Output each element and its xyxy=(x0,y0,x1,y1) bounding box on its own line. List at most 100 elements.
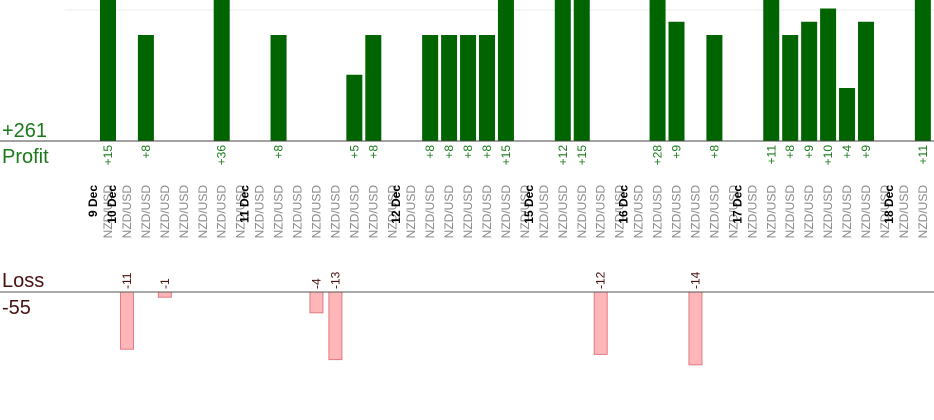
profit-value-label: +4 xyxy=(840,145,854,159)
profit-bar xyxy=(914,0,931,141)
profit-value-label: +8 xyxy=(480,145,494,159)
profit-value-label: +12 xyxy=(556,145,570,166)
profit-value-label: +9 xyxy=(859,145,873,159)
date-label: 17 Dec xyxy=(730,185,744,224)
profit-bar xyxy=(270,35,287,141)
symbol-label: NZD/USD xyxy=(385,185,399,239)
symbol-label: NZD/USD xyxy=(764,185,778,239)
profit-value-label: +11 xyxy=(764,145,778,165)
profit-total: +261 xyxy=(2,120,47,142)
profit-value-label: +15 xyxy=(101,145,115,166)
profit-value-label: +9 xyxy=(802,145,816,159)
profit-bar xyxy=(422,35,439,141)
profit-bars xyxy=(100,0,931,141)
symbol-label: NZD/USD xyxy=(821,185,835,239)
symbol-label: NZD/USD xyxy=(309,185,323,239)
symbol-label: NZD/USD xyxy=(802,185,816,239)
loss-bar xyxy=(157,291,172,298)
profit-value-label: +8 xyxy=(272,145,286,159)
loss-value-label: -4 xyxy=(309,278,323,289)
loss-bar xyxy=(119,291,134,350)
profit-value-label: +8 xyxy=(783,145,797,159)
symbol-label: NZD/USD xyxy=(366,185,380,239)
symbol-label: NZD/USD xyxy=(707,185,721,239)
symbol-label: NZD/USD xyxy=(745,185,759,239)
profit-bar xyxy=(554,0,571,141)
profit-value-label: +28 xyxy=(651,145,665,166)
date-label: 9 Dec xyxy=(86,185,100,217)
profit-bar xyxy=(497,0,514,141)
symbol-label: NZD/USD xyxy=(613,185,627,239)
date-label: 10 Dec xyxy=(105,185,119,224)
symbol-label: NZD/USD xyxy=(518,185,532,239)
profit-bar xyxy=(801,21,818,141)
symbol-label: NZD/USD xyxy=(101,185,115,239)
symbol-label: NZD/USD xyxy=(253,185,267,239)
symbol-label: NZD/USD xyxy=(878,185,892,239)
loss-value-label: -1 xyxy=(158,278,172,289)
profit-bar xyxy=(213,0,230,141)
symbol-label: NZD/USD xyxy=(215,185,229,239)
profit-value-label: +36 xyxy=(215,145,229,166)
profit-bar xyxy=(346,74,363,141)
loss-bar xyxy=(309,291,324,314)
symbol-label: NZD/USD xyxy=(177,185,191,239)
symbol-label: NZD/USD xyxy=(423,185,437,239)
symbol-label: NZD/USD xyxy=(556,185,570,239)
profit-value-label: +8 xyxy=(461,145,475,159)
profit-value-label: +5 xyxy=(347,145,361,159)
symbol-label: NZD/USD xyxy=(404,185,418,239)
symbol-label: NZD/USD xyxy=(632,185,646,239)
symbol-label: NZD/USD xyxy=(480,185,494,239)
symbol-label: NZD/USD xyxy=(726,185,740,239)
symbol-label: NZD/USD xyxy=(139,185,153,239)
symbol-label: NZD/USD xyxy=(499,185,513,239)
loss-bar xyxy=(328,291,343,361)
symbol-label: NZD/USD xyxy=(328,185,342,239)
date-label: 15 Dec xyxy=(522,185,536,224)
profit-bar xyxy=(365,35,382,141)
symbol-label: NZD/USD xyxy=(575,185,589,239)
symbol-label: NZD/USD xyxy=(594,185,608,239)
profit-bar xyxy=(858,21,874,141)
profit-bar xyxy=(706,35,723,141)
symbol-label: NZD/USD xyxy=(840,185,854,239)
profit-value-label: +8 xyxy=(366,145,380,159)
loss-value-label: -14 xyxy=(688,271,702,289)
profit-bar xyxy=(782,35,799,141)
symbol-label: NZD/USD xyxy=(291,185,305,239)
symbol-label: NZD/USD xyxy=(783,185,797,239)
profit-bar xyxy=(137,35,154,141)
symbol-label: NZD/USD xyxy=(537,185,551,239)
profit-bar xyxy=(820,8,837,141)
profit-value-label: +11 xyxy=(916,145,930,165)
profit-bar xyxy=(839,88,856,141)
symbol-label: NZD/USD xyxy=(272,185,286,239)
profit-value-label: +8 xyxy=(423,145,437,159)
symbol-label: NZD/USD xyxy=(234,185,248,239)
symbol-label: NZD/USD xyxy=(670,185,684,239)
loss-value-label: -11 xyxy=(120,272,134,289)
symbol-label: NZD/USD xyxy=(442,185,456,239)
loss-value-label: -13 xyxy=(328,271,342,289)
profit-bar xyxy=(649,0,666,141)
symbol-label: NZD/USD xyxy=(196,185,210,239)
profit-bar xyxy=(763,0,780,141)
loss-label: Loss xyxy=(2,270,44,292)
profit-value-label: +15 xyxy=(499,145,513,166)
profit-bar xyxy=(479,35,495,141)
loss-value-labels: -11 -1 -4 -13 -12 -14 xyxy=(120,271,703,289)
profit-value-label: +8 xyxy=(442,145,456,159)
symbol-label: NZD/USD xyxy=(897,185,911,239)
loss-bar xyxy=(688,291,703,366)
loss-value-label: -12 xyxy=(594,271,608,289)
profit-value-label: +15 xyxy=(575,145,589,166)
profit-value-label: +10 xyxy=(821,145,835,166)
symbol-label: NZD/USD xyxy=(688,185,702,239)
profit-bar xyxy=(460,35,477,141)
date-label: 18 Dec xyxy=(882,185,896,224)
date-label: 16 Dec xyxy=(617,185,631,224)
symbol-label: NZD/USD xyxy=(120,185,134,239)
